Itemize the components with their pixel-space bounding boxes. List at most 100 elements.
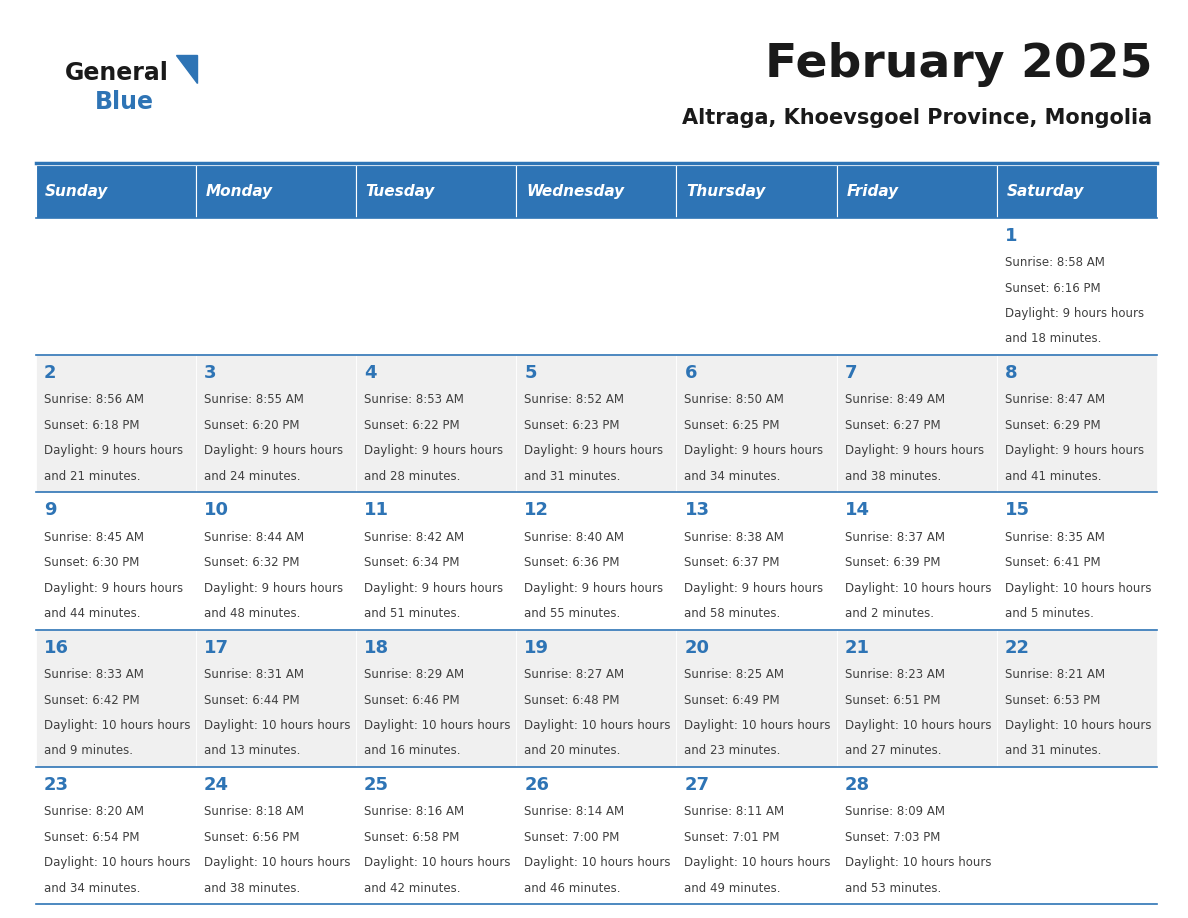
Bar [196,767,356,904]
Text: 24: 24 [204,776,229,794]
Text: Sunset: 6:42 PM: Sunset: 6:42 PM [44,693,139,707]
Bar [356,767,517,904]
Text: Sunrise: 8:18 AM: Sunrise: 8:18 AM [204,805,304,819]
Text: 4: 4 [364,364,377,382]
Text: Blue: Blue [95,90,154,114]
Text: and 5 minutes.: and 5 minutes. [1005,607,1094,620]
Text: 10: 10 [204,501,229,520]
Text: Daylight: 9 hours hours: Daylight: 9 hours hours [364,582,504,595]
Text: Daylight: 10 hours hours: Daylight: 10 hours hours [364,856,511,869]
Text: 11: 11 [364,501,390,520]
Text: Sunrise: 8:37 AM: Sunrise: 8:37 AM [845,531,944,543]
Bar [836,492,997,630]
Text: and 21 minutes.: and 21 minutes. [44,470,140,483]
Bar [36,165,196,218]
Text: 23: 23 [44,776,69,794]
Text: and 46 minutes.: and 46 minutes. [524,881,621,895]
Text: 6: 6 [684,364,697,382]
Text: 15: 15 [1005,501,1030,520]
Text: Tuesday: Tuesday [366,184,435,199]
Bar [36,492,196,630]
Bar [196,165,356,218]
Text: and 34 minutes.: and 34 minutes. [684,470,781,483]
Text: Sunset: 6:22 PM: Sunset: 6:22 PM [364,419,460,431]
Bar [836,767,997,904]
Text: Sunset: 6:18 PM: Sunset: 6:18 PM [44,419,139,431]
Text: 9: 9 [44,501,56,520]
Bar [836,165,997,218]
Bar [196,355,356,492]
Text: and 31 minutes.: and 31 minutes. [524,470,620,483]
Text: Sunrise: 8:35 AM: Sunrise: 8:35 AM [1005,531,1105,543]
Bar [676,165,836,218]
Bar [196,218,356,355]
Text: Sunset: 6:53 PM: Sunset: 6:53 PM [1005,693,1100,707]
Text: and 38 minutes.: and 38 minutes. [204,881,301,895]
Text: 5: 5 [524,364,537,382]
Text: Sunset: 6:58 PM: Sunset: 6:58 PM [364,831,460,844]
Text: Saturday: Saturday [1006,184,1083,199]
Text: February 2025: February 2025 [765,41,1152,87]
Text: Sunday: Sunday [45,184,108,199]
Bar [676,218,836,355]
Text: Wednesday: Wednesday [526,184,624,199]
Bar [517,767,676,904]
Text: Altraga, Khoevsgoel Province, Mongolia: Altraga, Khoevsgoel Province, Mongolia [682,107,1152,128]
Text: 21: 21 [845,639,870,656]
Text: Sunrise: 8:47 AM: Sunrise: 8:47 AM [1005,394,1105,407]
Text: Sunset: 6:46 PM: Sunset: 6:46 PM [364,693,460,707]
Bar [836,218,997,355]
Text: and 9 minutes.: and 9 minutes. [44,744,133,757]
Bar [356,355,517,492]
Text: and 48 minutes.: and 48 minutes. [204,607,301,620]
Text: Sunrise: 8:55 AM: Sunrise: 8:55 AM [204,394,304,407]
Text: Sunrise: 8:27 AM: Sunrise: 8:27 AM [524,668,625,681]
Text: Sunrise: 8:16 AM: Sunrise: 8:16 AM [364,805,465,819]
Text: Sunset: 7:03 PM: Sunset: 7:03 PM [845,831,940,844]
Text: 14: 14 [845,501,870,520]
Text: 3: 3 [204,364,216,382]
Text: Daylight: 10 hours hours: Daylight: 10 hours hours [364,719,511,732]
Bar [36,767,196,904]
Text: Daylight: 10 hours hours: Daylight: 10 hours hours [204,856,350,869]
Text: Sunrise: 8:38 AM: Sunrise: 8:38 AM [684,531,784,543]
Polygon shape [176,55,197,83]
Text: 25: 25 [364,776,390,794]
Text: Sunset: 6:44 PM: Sunset: 6:44 PM [204,693,299,707]
Text: Daylight: 10 hours hours: Daylight: 10 hours hours [44,856,190,869]
Bar [997,355,1157,492]
Text: 19: 19 [524,639,549,656]
Text: 16: 16 [44,639,69,656]
Text: 1: 1 [1005,227,1017,245]
Text: Daylight: 10 hours hours: Daylight: 10 hours hours [524,719,671,732]
Bar [356,630,517,767]
Text: Daylight: 10 hours hours: Daylight: 10 hours hours [204,719,350,732]
Text: Sunrise: 8:42 AM: Sunrise: 8:42 AM [364,531,465,543]
Text: Sunset: 6:36 PM: Sunset: 6:36 PM [524,556,620,569]
Text: Sunrise: 8:25 AM: Sunrise: 8:25 AM [684,668,784,681]
Bar [356,165,517,218]
Text: Sunset: 6:25 PM: Sunset: 6:25 PM [684,419,781,431]
Text: Monday: Monday [206,184,272,199]
Text: Daylight: 10 hours hours: Daylight: 10 hours hours [44,719,190,732]
Text: Sunset: 6:30 PM: Sunset: 6:30 PM [44,556,139,569]
Text: Daylight: 9 hours hours: Daylight: 9 hours hours [204,444,343,457]
Text: 22: 22 [1005,639,1030,656]
Text: and 2 minutes.: and 2 minutes. [845,607,934,620]
Text: Daylight: 9 hours hours: Daylight: 9 hours hours [1005,307,1144,320]
Text: Daylight: 9 hours hours: Daylight: 9 hours hours [524,582,663,595]
Text: and 18 minutes.: and 18 minutes. [1005,332,1101,345]
Bar [356,218,517,355]
Bar [676,492,836,630]
Text: and 31 minutes.: and 31 minutes. [1005,744,1101,757]
Text: General: General [65,62,169,85]
Text: and 34 minutes.: and 34 minutes. [44,881,140,895]
Text: Daylight: 10 hours hours: Daylight: 10 hours hours [845,719,991,732]
Text: Sunset: 6:41 PM: Sunset: 6:41 PM [1005,556,1100,569]
Bar [517,218,676,355]
Text: Thursday: Thursday [687,184,765,199]
Text: and 55 minutes.: and 55 minutes. [524,607,620,620]
Text: Sunrise: 8:50 AM: Sunrise: 8:50 AM [684,394,784,407]
Text: Daylight: 9 hours hours: Daylight: 9 hours hours [364,444,504,457]
Text: Daylight: 9 hours hours: Daylight: 9 hours hours [845,444,984,457]
